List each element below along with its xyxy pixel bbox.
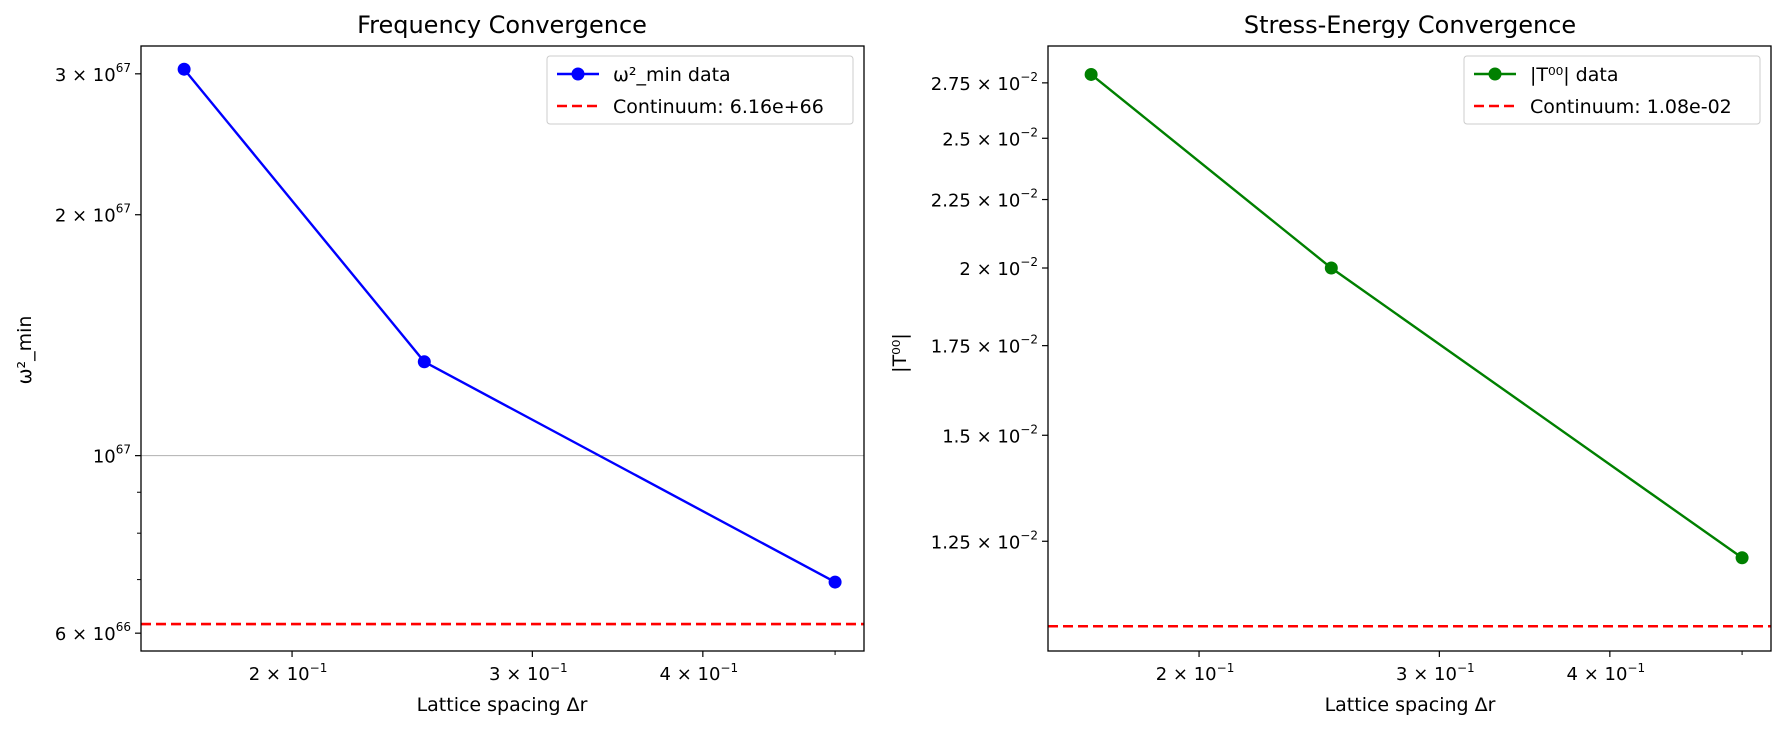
x-tick-label: 3 × 10−1 <box>1396 661 1475 685</box>
legend: ω²_min data Continuum: 6.16e+66 <box>546 55 854 125</box>
x-tick-label: 4 × 10−1 <box>1567 661 1646 685</box>
axis-ticks: 2 × 10−1 3 × 10−1 4 × 10−1 6 × 1066 1067 2 × … <box>55 61 836 685</box>
chart-title: Stress-Energy Convergence <box>1244 11 1576 39</box>
chart-title: Frequency Convergence <box>357 11 647 39</box>
y-tick-label: 1.5 × 10−2 <box>942 422 1038 447</box>
plot-frame <box>1047 45 1772 652</box>
legend-series-label: |T⁰⁰| data <box>1530 64 1618 86</box>
axis-ticks: 2 × 10−1 3 × 10−1 4 × 10−1 1.25 × 10−2 1.5 ×… <box>931 70 1743 685</box>
legend-series-marker <box>1488 67 1502 81</box>
x-tick-label: 3 × 10−1 <box>489 661 568 685</box>
legend-box <box>1463 55 1761 125</box>
stress-energy-convergence-panel: Stress-Energy Convergence Lattice spacin… <box>889 11 1772 716</box>
legend-continuum-label: Continuum: 6.16e+66 <box>613 96 824 118</box>
y-axis-label: |T⁰⁰| <box>889 333 911 373</box>
frequency-convergence-panel: Frequency Convergence Lattice spacing Δr… <box>14 11 865 716</box>
x-tick-label: 2 × 10−1 <box>1156 661 1235 685</box>
y-tick-label: 2.75 × 10−2 <box>931 70 1038 95</box>
legend-box <box>546 55 854 125</box>
data-point <box>1084 67 1098 81</box>
legend: |T⁰⁰| data Continuum: 1.08e-02 <box>1463 55 1761 125</box>
y-axis-label: ω²_min <box>14 316 36 385</box>
series-line <box>1090 73 1743 559</box>
y-tick-label: 1.25 × 10−2 <box>931 528 1038 553</box>
x-axis-label: Lattice spacing Δr <box>1325 694 1496 716</box>
x-tick-label: 4 × 10−1 <box>660 661 739 685</box>
plot-frame <box>140 45 865 652</box>
legend-series-marker <box>571 67 585 81</box>
y-tick-label: 1067 <box>93 443 131 468</box>
y-tick-label: 2 × 10−2 <box>959 255 1038 280</box>
y-tick-label: 1.75 × 10−2 <box>931 333 1038 358</box>
y-tick-label: 2.25 × 10−2 <box>931 187 1038 212</box>
data-point <box>417 355 431 369</box>
data-series <box>177 62 842 589</box>
y-tick-label: 3 × 1067 <box>55 61 131 86</box>
series-line <box>183 68 836 584</box>
legend-series-label: ω²_min data <box>613 64 731 86</box>
data-series <box>1084 67 1749 565</box>
data-point <box>828 575 842 589</box>
x-tick-label: 2 × 10−1 <box>249 661 328 685</box>
y-tick-label: 6 × 1066 <box>55 620 131 645</box>
legend-continuum-label: Continuum: 1.08e-02 <box>1530 96 1732 118</box>
data-point <box>177 62 191 76</box>
y-tick-label: 2.5 × 10−2 <box>942 125 1038 150</box>
data-point <box>1324 261 1338 275</box>
data-point <box>1735 551 1749 565</box>
x-axis-label: Lattice spacing Δr <box>417 694 588 716</box>
y-tick-label: 2 × 1067 <box>55 202 131 227</box>
